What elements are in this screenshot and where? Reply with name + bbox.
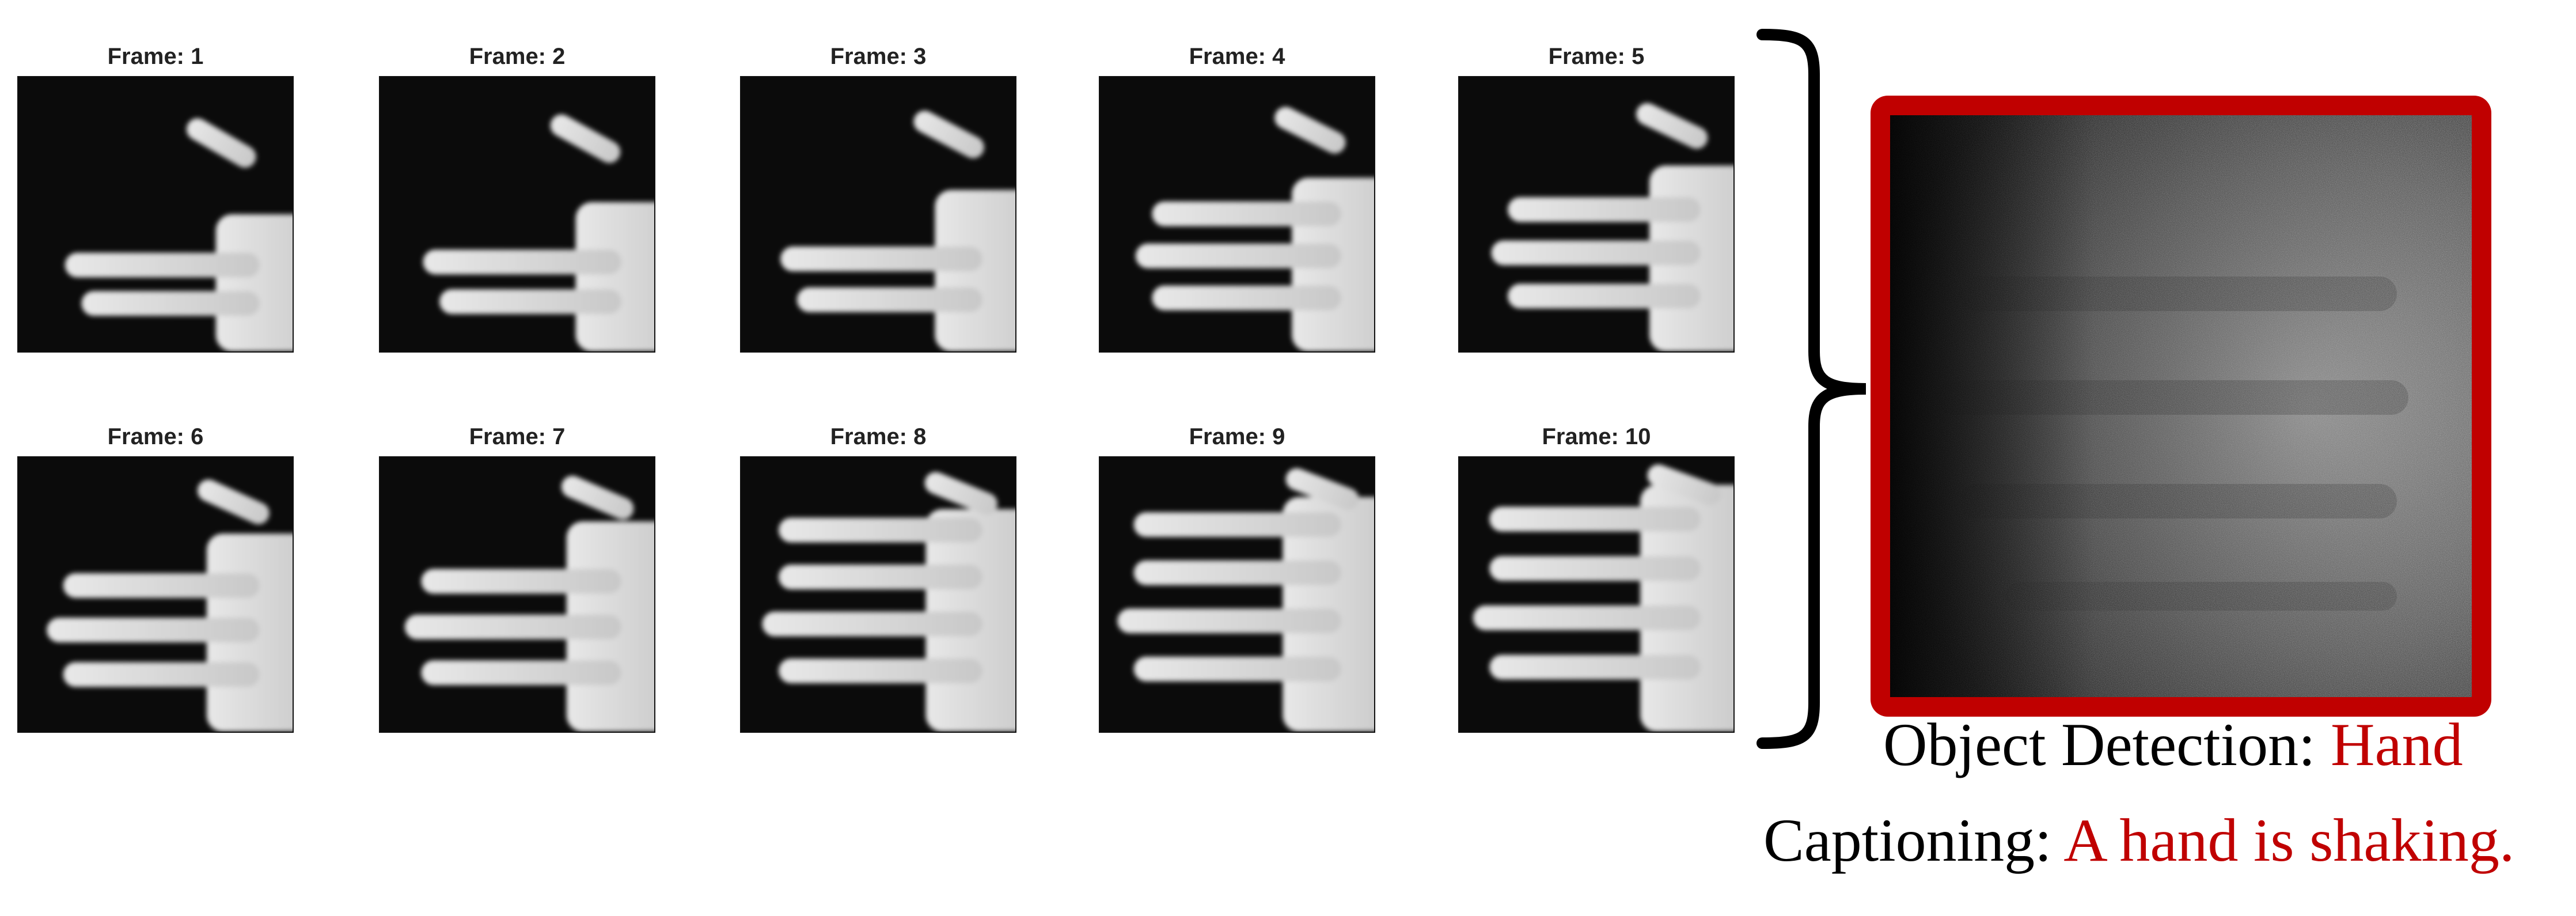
frame-title: Frame: 4 xyxy=(1189,44,1285,69)
finger-shape xyxy=(779,565,982,590)
object-detection-caption: Object Detection: Hand xyxy=(1883,710,2463,780)
frame-title: Frame: 6 xyxy=(107,424,204,449)
object-detection-value: Hand xyxy=(2331,711,2463,778)
finger-shape xyxy=(81,291,260,316)
finger-shape xyxy=(404,614,621,639)
thumb-shape xyxy=(1636,103,1708,149)
captioning-label: Captioning: xyxy=(1763,807,2064,874)
hand-frame-image xyxy=(379,76,655,353)
finger-shape xyxy=(1491,240,1701,266)
hand-silhouette-icon xyxy=(65,118,293,351)
curly-brace-icon xyxy=(1756,29,1866,749)
frame-title: Frame: 10 xyxy=(1542,424,1651,449)
finger-shape xyxy=(65,252,260,278)
finger-shape xyxy=(780,247,982,271)
finger-shape xyxy=(762,611,982,637)
finger-shape xyxy=(1152,285,1341,311)
frame-title: Frame: 3 xyxy=(830,44,927,69)
thumb-shape xyxy=(1285,468,1359,510)
finger-shape xyxy=(421,660,621,686)
palm-shape xyxy=(575,202,654,351)
finger-shape xyxy=(439,289,621,314)
captioning-value: A hand is shaking. xyxy=(2063,807,2515,874)
hand-silhouette-icon xyxy=(47,479,293,732)
finger-shape xyxy=(421,569,621,594)
frame-title: Frame: 7 xyxy=(469,424,566,449)
sensor-image-panel xyxy=(1871,96,2491,717)
finger-shape xyxy=(1508,197,1701,222)
hand-frame-image xyxy=(1099,76,1375,353)
thumb-shape xyxy=(561,475,634,520)
hand-frame-image xyxy=(740,76,1016,353)
finger-shape xyxy=(63,662,260,687)
hand-silhouette-icon xyxy=(762,472,1015,732)
finger-shape xyxy=(47,618,260,643)
hand-silhouette-icon xyxy=(780,111,1015,351)
finger-shape xyxy=(779,517,982,543)
thumb-shape xyxy=(186,118,256,168)
noisy-sensor-image xyxy=(1890,115,2472,697)
finger-shape xyxy=(1508,283,1701,309)
finger-shape xyxy=(1133,560,1341,585)
finger-shape xyxy=(1489,506,1701,532)
hand-silhouette-icon xyxy=(1135,107,1374,351)
hand-silhouette-icon xyxy=(404,475,654,732)
finger-shape xyxy=(1152,201,1341,226)
thumb-shape xyxy=(198,479,270,524)
finger-shape xyxy=(1489,654,1701,680)
hand-frame-image xyxy=(1458,456,1735,733)
thumb-shape xyxy=(924,472,997,515)
palm-shape xyxy=(215,214,293,351)
finger-shape xyxy=(63,573,260,598)
hand-frame-image xyxy=(379,456,655,733)
thumb-shape xyxy=(550,114,621,163)
hand-frame-image xyxy=(17,76,294,353)
hand-frame-image xyxy=(17,456,294,733)
frame-title: Frame: 5 xyxy=(1548,44,1645,69)
finger-shape xyxy=(796,287,982,312)
finger-shape xyxy=(1117,608,1341,634)
finger-shape xyxy=(1133,656,1341,682)
frame-title: Frame: 8 xyxy=(830,424,927,449)
hand-silhouette-icon xyxy=(1491,103,1733,351)
finger-shape xyxy=(423,249,621,275)
finger-shape xyxy=(1133,512,1341,538)
hand-frame-image xyxy=(1458,76,1735,353)
hand-frame-image xyxy=(740,456,1016,733)
hand-silhouette-icon xyxy=(1117,468,1374,732)
finger-shape xyxy=(1473,605,1701,630)
object-detection-label: Object Detection: xyxy=(1883,711,2331,778)
captioning-caption: Captioning: A hand is shaking. xyxy=(1763,805,2514,876)
hand-frame-image xyxy=(1099,456,1375,733)
finger-shape xyxy=(1489,556,1701,581)
frame-title: Frame: 9 xyxy=(1189,424,1285,449)
thumb-shape xyxy=(1274,107,1346,154)
hand-silhouette-icon xyxy=(423,114,654,351)
frame-title: Frame: 1 xyxy=(107,44,204,69)
thumb-shape xyxy=(913,111,984,158)
hand-silhouette-icon xyxy=(1473,464,1733,732)
thumb-shape xyxy=(1647,464,1721,505)
frame-title: Frame: 2 xyxy=(469,44,566,69)
finger-shape xyxy=(779,658,982,683)
finger-shape xyxy=(1135,243,1341,268)
